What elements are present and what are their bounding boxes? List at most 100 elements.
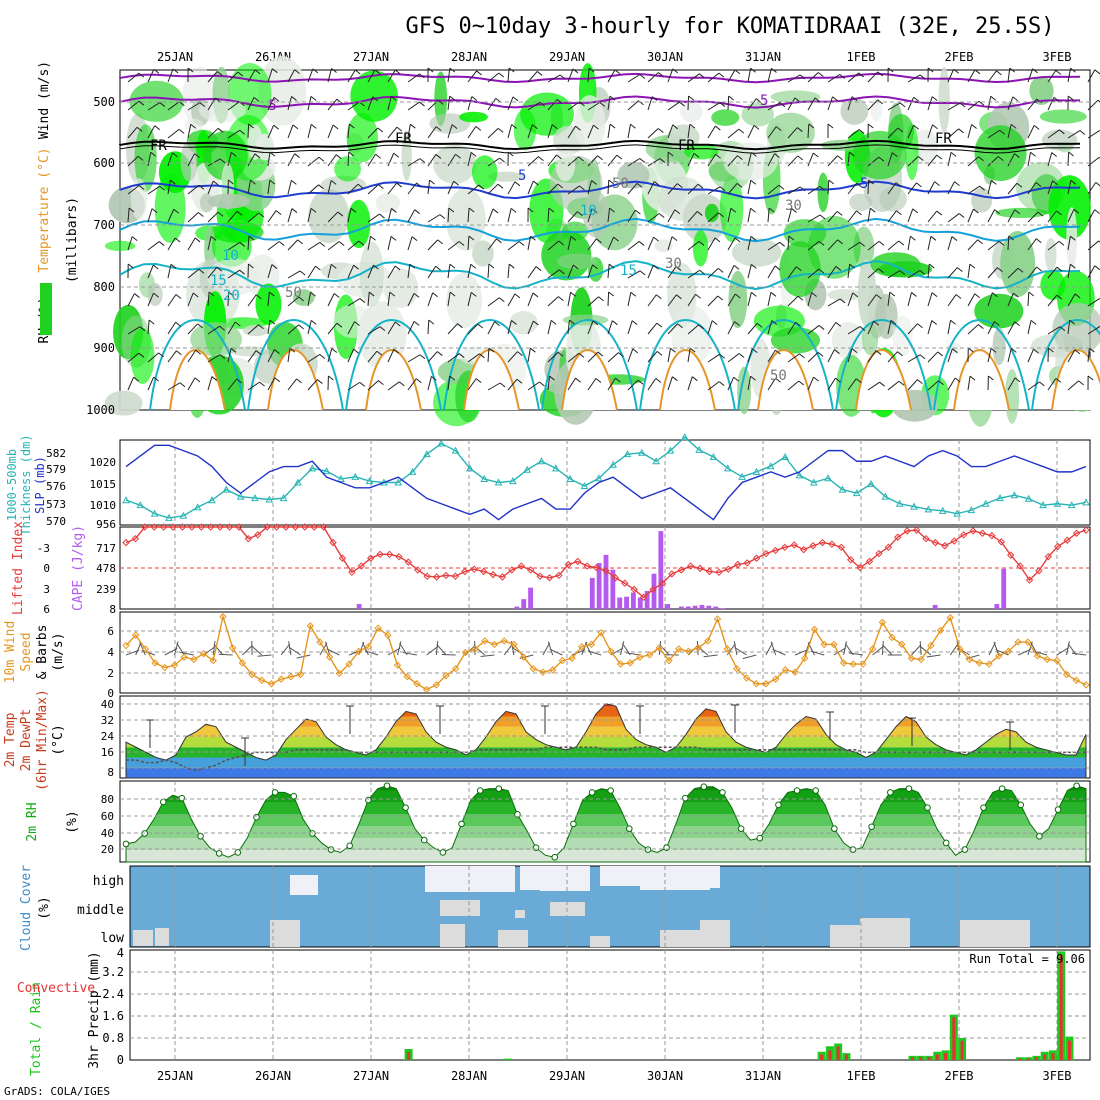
thickness-series-point bbox=[222, 485, 231, 493]
wind-barb bbox=[587, 68, 590, 83]
wind-barb-flag bbox=[570, 235, 577, 241]
wind-barb-flag bbox=[756, 322, 763, 328]
wind-barb-flag bbox=[429, 179, 435, 185]
wind-barb bbox=[1007, 348, 1012, 363]
thickness-series-point bbox=[122, 496, 130, 504]
lifted-index-series-point bbox=[555, 571, 563, 580]
temp-contour-10 bbox=[119, 217, 1081, 243]
wind-barb bbox=[647, 96, 653, 111]
wind-barb bbox=[567, 156, 579, 167]
rh2m-tick: 40 bbox=[101, 827, 114, 840]
wind-barb bbox=[967, 239, 978, 251]
wind-barb-flag bbox=[1014, 209, 1021, 215]
wind-barb-flag bbox=[548, 207, 555, 213]
wind-barb-flag bbox=[613, 236, 619, 242]
wind-barb bbox=[647, 72, 659, 83]
wind-barb bbox=[567, 185, 580, 195]
wind-barb-flag bbox=[934, 181, 940, 187]
wind-barb bbox=[387, 126, 398, 139]
wind-barb-flag bbox=[917, 379, 923, 385]
rh-shade-blob bbox=[711, 109, 740, 126]
cape-bar bbox=[699, 604, 705, 609]
wind-barb bbox=[387, 236, 392, 251]
lifted-index-series-point bbox=[903, 527, 911, 535]
wind-barb-flag bbox=[236, 210, 243, 216]
wind-barb-flag bbox=[775, 377, 781, 383]
wind-barb bbox=[307, 379, 318, 391]
wind-barb bbox=[767, 349, 776, 363]
wind-barb bbox=[247, 153, 256, 167]
wind-barb-flag bbox=[930, 235, 937, 241]
wind-barb-flag bbox=[497, 127, 504, 133]
thickness-series-point bbox=[594, 474, 603, 482]
wind-barb bbox=[707, 153, 717, 167]
wind-barb-flag bbox=[514, 181, 521, 187]
wind-barb bbox=[487, 128, 499, 139]
rh2m-ylabel-1: 2m RH bbox=[25, 802, 40, 841]
wind-barb-flag bbox=[718, 381, 725, 387]
wind-barb bbox=[867, 179, 870, 195]
wind-barb-flag bbox=[478, 184, 485, 190]
wind-barb-flag bbox=[655, 377, 662, 383]
wind-barb bbox=[587, 155, 598, 167]
lifted-index-series-point bbox=[206, 523, 215, 531]
wind-barb-flag bbox=[556, 99, 563, 104]
wind10m-barb bbox=[242, 644, 253, 656]
cape-tick: 478 bbox=[96, 562, 116, 575]
wind-barb bbox=[687, 269, 700, 279]
wind-barb-flag bbox=[978, 156, 984, 162]
rh2m-point bbox=[905, 785, 913, 792]
wind-barb bbox=[887, 152, 893, 167]
wind-barb-flag bbox=[912, 208, 919, 214]
wind-barb bbox=[547, 269, 560, 279]
wind-barb bbox=[227, 101, 240, 111]
wind10m-speed-series-point bbox=[839, 659, 848, 667]
wind-barb bbox=[427, 351, 438, 363]
wind-barb-flag bbox=[254, 69, 261, 75]
wind-barb-flag bbox=[1079, 130, 1086, 135]
lifted-index-series-point bbox=[743, 559, 751, 567]
wind-barb bbox=[1087, 298, 1100, 307]
lifted-index-series-point bbox=[545, 574, 554, 582]
wind-barb bbox=[587, 320, 594, 335]
wind-barb-flag bbox=[569, 319, 575, 325]
wind-barb bbox=[407, 321, 415, 335]
wind10m-speed-series-point bbox=[345, 660, 353, 668]
bottom-date-axis: 25JAN 26JAN 27JAN 28JAN 29JAN 30JAN 31JAN 1FEB 2… bbox=[157, 1069, 1072, 1083]
wind10m-barb bbox=[949, 643, 959, 656]
wind-barb-flag bbox=[1039, 381, 1045, 387]
wind-barb-flag bbox=[374, 69, 381, 75]
wind-barb bbox=[747, 323, 758, 335]
wind10m-barb bbox=[326, 648, 340, 656]
wind-barb-flag bbox=[530, 347, 536, 353]
thickness-series-point bbox=[637, 448, 646, 456]
wind-barb bbox=[767, 292, 772, 307]
wind-barb-flag bbox=[797, 155, 804, 161]
wind-barb bbox=[187, 153, 195, 167]
lifted-index-series-point bbox=[621, 579, 629, 587]
wind-barb-flag bbox=[635, 209, 641, 215]
wind-barb-flag bbox=[219, 325, 225, 331]
lifted-index-series-point bbox=[338, 554, 347, 562]
rh2m-point bbox=[514, 811, 521, 818]
wind-barb-flag bbox=[151, 208, 158, 213]
wind10m-barb bbox=[734, 647, 747, 656]
rh2m-point bbox=[178, 794, 186, 802]
wind-barb-flag bbox=[370, 235, 376, 241]
temp-contour-20 bbox=[933, 319, 1030, 411]
wind-barb-flag bbox=[197, 212, 204, 217]
wind-barb bbox=[967, 156, 979, 167]
wind10m-ylabel-4: (m/s) bbox=[51, 632, 66, 671]
lifted-index-series-point bbox=[912, 526, 921, 534]
wind-barb bbox=[167, 382, 181, 391]
wind-barb-flag bbox=[878, 241, 885, 246]
wind-barb bbox=[487, 208, 494, 223]
temp-contour-20 bbox=[835, 319, 932, 411]
wind-barb-flag bbox=[672, 376, 678, 382]
cloud-low-block bbox=[440, 924, 465, 947]
cape-ylabels: Lifted Index CAPE (J/kg) bbox=[11, 521, 86, 615]
wind-barb bbox=[687, 348, 691, 363]
lifted-index-series-point bbox=[818, 538, 827, 547]
wind-barb bbox=[967, 185, 980, 195]
rh2m-point bbox=[532, 844, 540, 852]
